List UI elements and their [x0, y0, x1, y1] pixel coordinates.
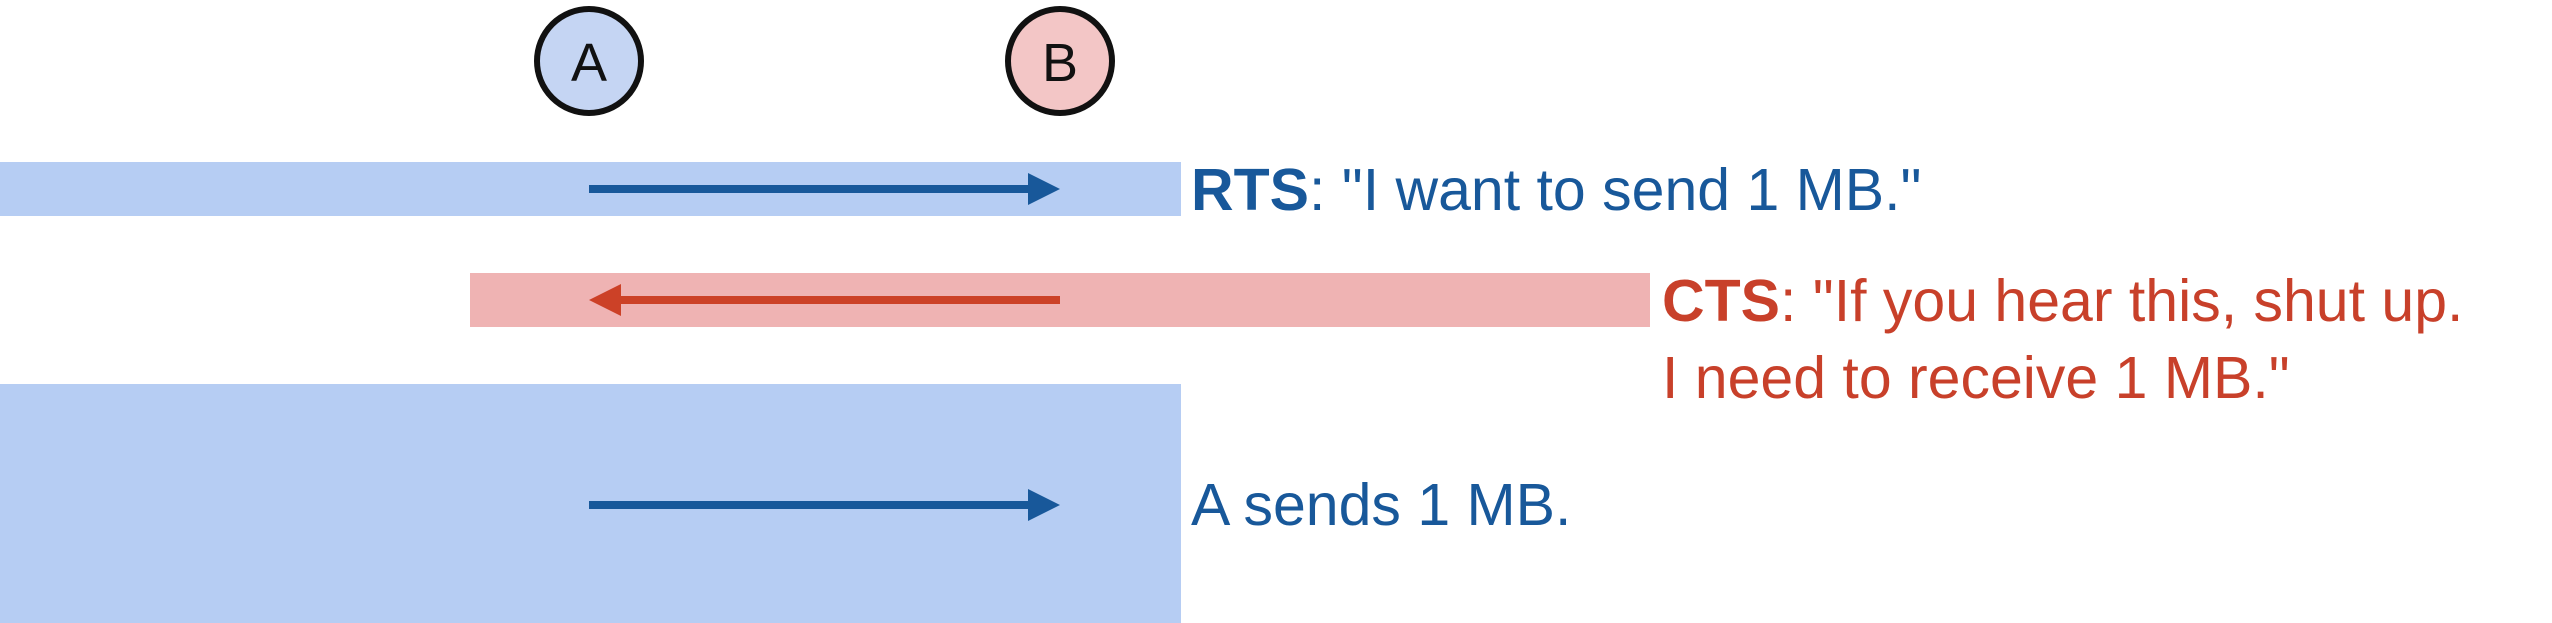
node-a-circle — [534, 6, 644, 116]
node-b-circle — [1005, 6, 1115, 116]
rts-keyword: RTS — [1191, 157, 1309, 223]
node-a-label: A — [571, 33, 607, 93]
data-message: A sends 1 MB. — [1191, 472, 1571, 538]
data-arrowhead — [1028, 489, 1060, 521]
node-b: B — [1005, 6, 1115, 116]
rts-message: RTS: "I want to send 1 MB." — [1191, 157, 1922, 223]
node-a: A — [534, 6, 644, 116]
cts-text-line1: : "If you hear this, shut up. — [1780, 268, 2463, 334]
rts-arrow — [589, 173, 1060, 205]
rts-arrowhead — [1028, 173, 1060, 205]
node-b-label: B — [1042, 33, 1078, 93]
rts-text: : "I want to send 1 MB." — [1309, 157, 1922, 223]
cts-arrow — [589, 284, 1060, 316]
data-arrow — [589, 489, 1060, 521]
cts-arrowhead — [589, 284, 621, 316]
cts-message-line2: I need to receive 1 MB." — [1662, 345, 2290, 411]
cts-message-line1: CTS: "If you hear this, shut up. — [1662, 268, 2463, 334]
cts-keyword: CTS — [1662, 268, 1780, 334]
